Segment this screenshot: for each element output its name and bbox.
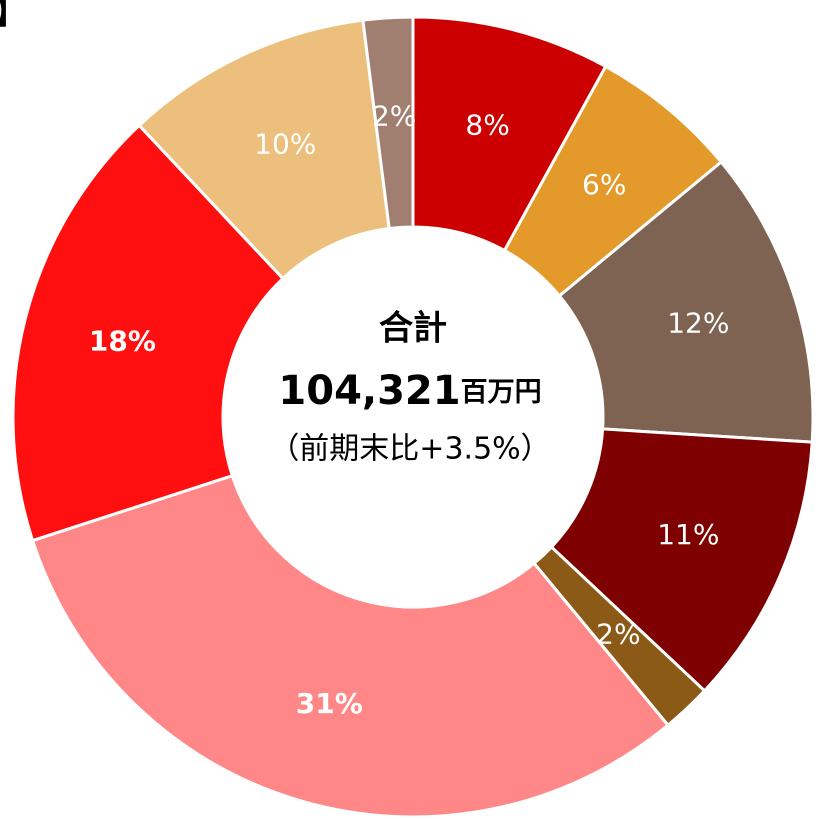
title-fragment: 】 bbox=[0, 0, 28, 33]
slice-label: 12% bbox=[667, 306, 729, 339]
slices: 8%6%12%11%2%31%18%10%2% bbox=[11, 15, 815, 819]
slice bbox=[361, 15, 415, 231]
slice-label: 6% bbox=[582, 168, 626, 201]
slice-label: 31% bbox=[296, 687, 363, 720]
slice bbox=[557, 159, 815, 444]
slice bbox=[549, 427, 814, 693]
center-value: 104,321百万円 bbox=[278, 368, 541, 414]
slice-label: 10% bbox=[254, 128, 316, 161]
slice bbox=[11, 123, 286, 543]
slice-label: 8% bbox=[465, 108, 509, 141]
slice bbox=[137, 18, 391, 281]
slice-label: 11% bbox=[657, 518, 719, 551]
center-unit: 百万円 bbox=[461, 377, 542, 408]
slice-label: 18% bbox=[89, 324, 156, 357]
slice bbox=[30, 473, 671, 819]
slice-label: 2% bbox=[372, 100, 416, 133]
center-title: 合計 bbox=[379, 309, 447, 349]
center-amount: 104,321 bbox=[278, 368, 460, 414]
center-note: （前期末比+3.5%） bbox=[269, 432, 550, 467]
